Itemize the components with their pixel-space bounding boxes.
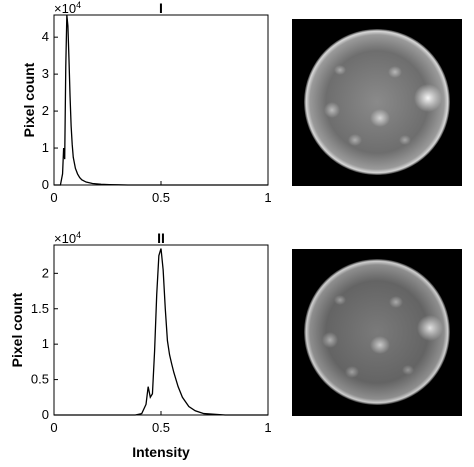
y-tick-label: 2 (42, 103, 49, 118)
x-tick-label: 0 (50, 190, 57, 205)
x-tick-label: 1 (264, 190, 271, 205)
y-tick-label: 0.5 (31, 372, 49, 387)
y-tick-label: 3 (42, 66, 49, 81)
y-tick-label: 0 (42, 407, 49, 422)
y-axis-label-2: Pixel count (9, 292, 25, 367)
plot-area-2 (53, 244, 269, 416)
chart-panel-1: 0 0.5 1 0 1 2 3 4 I ×104 Pixel count (21, 0, 272, 205)
x-axis-label-2: Intensity (132, 444, 190, 460)
y-tick-label: 0 (42, 177, 49, 192)
chart-panel-2: 0 0.5 1 0 0.5 1 1.5 2 II ×104 Pixel count Inten… (9, 230, 272, 460)
ticks-1: 0 0.5 1 0 1 2 3 4 (42, 29, 272, 205)
y-tick-label: 2 (42, 265, 49, 280)
y-tick-label: 1.5 (31, 301, 49, 316)
y-multiplier-1: ×104 (54, 0, 81, 16)
x-tick-label: 0 (50, 420, 57, 435)
chart-title-2: II (157, 230, 165, 246)
series-line-1 (54, 14, 268, 186)
x-tick-label: 1 (264, 420, 271, 435)
plot-area-1 (53, 14, 269, 186)
y-axis-label-1: Pixel count (21, 62, 37, 137)
x-tick-label: 0.5 (152, 190, 170, 205)
solar-disk-image-1 (292, 19, 462, 186)
y-tick-label: 1 (42, 336, 49, 351)
y-tick-label: 1 (42, 140, 49, 155)
y-tick-label: 4 (42, 29, 49, 44)
ticks-2: 0 0.5 1 0 0.5 1 1.5 2 (31, 265, 272, 435)
chart-title-1: I (159, 0, 163, 16)
x-tick-label: 0.5 (152, 420, 170, 435)
solar-disk-image-2 (292, 249, 462, 416)
y-multiplier-2: ×104 (54, 230, 81, 246)
series-line-2 (54, 248, 268, 416)
